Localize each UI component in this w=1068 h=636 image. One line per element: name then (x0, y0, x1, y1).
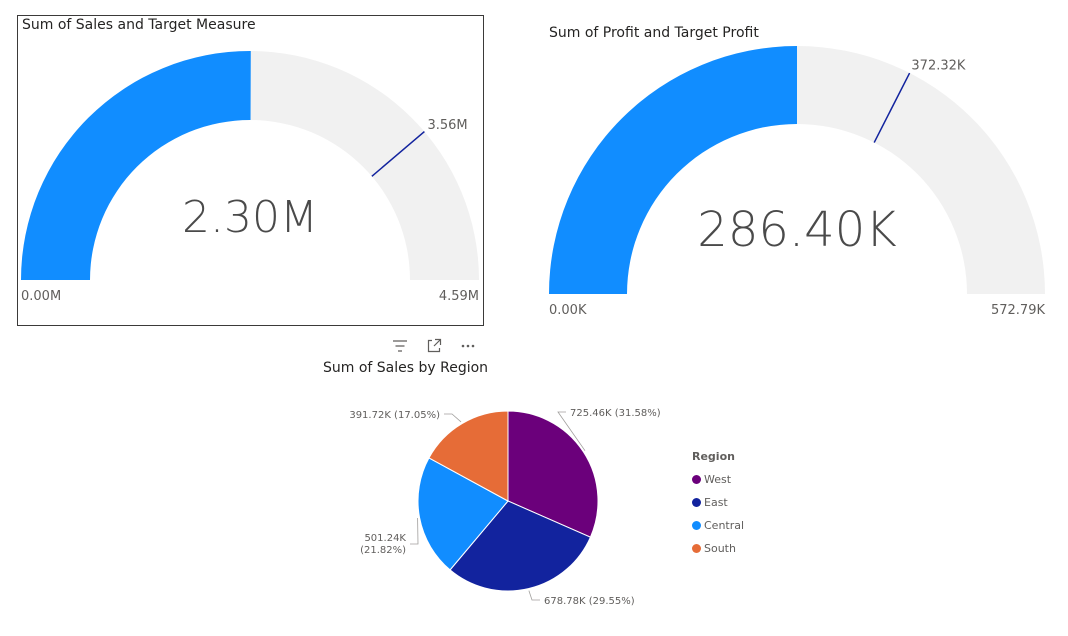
legend-label: East (704, 496, 728, 509)
profit-gauge-target-label: 372.32K (911, 58, 965, 73)
pie-title: Sum of Sales by Region (323, 360, 489, 376)
region-legend: Region West East Central South (692, 450, 744, 560)
profit-gauge-title: Sum of Profit and Target Profit (549, 25, 759, 41)
legend-label: West (704, 473, 732, 486)
sales-gauge-max-label: 4.59M (439, 289, 479, 304)
pie-leader-east (528, 590, 540, 601)
pie-data-label-central: 501.24K (21.82%) (360, 533, 406, 556)
region-pie-chart: 725.46K (31.58%) 678.78K (29.55%) 501.24K(… (349, 408, 661, 607)
sales-gauge-visual[interactable] (17, 15, 484, 326)
profit-gauge-target-line (873, 72, 911, 143)
sales-gauge-value-label: 2.30M (182, 192, 318, 243)
pie-data-label-west: 725.46K (31.58%) (570, 408, 661, 419)
legend-label: Central (704, 519, 745, 532)
sales-gauge-target-line (371, 131, 425, 177)
legend-title: Region (692, 450, 735, 463)
visual-header (388, 336, 488, 356)
profit-gauge-min-label: 0.00K (549, 303, 587, 318)
legend-swatch (692, 521, 701, 530)
pie-slice-west[interactable] (507, 410, 599, 538)
pie-slice-central[interactable] (417, 457, 509, 571)
filter-icon[interactable] (390, 336, 410, 356)
legend-swatch (692, 544, 701, 553)
pie-slice-south[interactable] (428, 410, 509, 502)
legend-swatch (692, 475, 701, 484)
profit-gauge-max-label: 572.79K (991, 303, 1045, 318)
pie-leader-central (410, 518, 419, 545)
pie-data-label-south: 391.72K (17.05%) (349, 410, 440, 421)
pie-slice-east[interactable] (449, 500, 592, 592)
legend-swatch (692, 498, 701, 507)
sales-gauge-target-label: 3.56M (427, 118, 467, 133)
pie-leader-west (557, 411, 586, 451)
legend-label: South (704, 542, 736, 555)
legend-item-east[interactable]: East (692, 491, 744, 514)
legend-item-central[interactable]: Central (692, 514, 744, 537)
legend-item-south[interactable]: South (692, 537, 744, 560)
sales-gauge-value-arc[interactable] (21, 51, 251, 281)
sales-gauge-min-label: 0.00M (21, 289, 61, 304)
profit-gauge-value-label: 286.40K (697, 202, 896, 258)
legend-item-west[interactable]: West (692, 468, 744, 491)
pie-data-label-east: 678.78K (29.55%) (544, 596, 635, 607)
pie-leader-south (444, 413, 462, 423)
profit-gauge-value-arc[interactable] (549, 46, 798, 294)
profit-gauge-chart: 372.32K 286.40K 0.00K 572.79K (549, 46, 1045, 318)
sales-gauge-title: Sum of Sales and Target Measure (22, 17, 256, 33)
focus-mode-icon[interactable] (424, 336, 444, 356)
sales-gauge-chart: 3.56M 2.30M 0.00M 4.59M (21, 51, 479, 304)
more-options-icon[interactable] (458, 336, 478, 356)
